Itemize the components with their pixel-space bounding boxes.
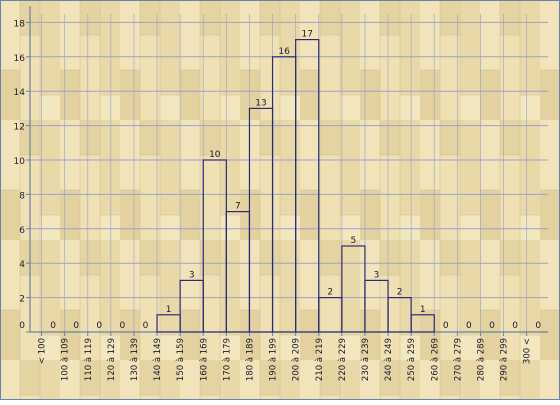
x-tick-label: 260 à 269 [430,338,440,381]
x-tick-label: 110 à 119 [84,338,94,381]
x-tick-label: 230 à 239 [361,338,371,381]
y-tick-label: 18 [14,19,26,29]
data-label: 16 [278,47,290,57]
x-tick-label: 140 à 149 [153,338,163,381]
data-label: 1 [166,305,172,315]
data-label: 0 [96,321,102,331]
x-tick-label: 300 < [523,338,533,364]
data-label: 0 [50,321,56,331]
data-label: 5 [351,236,357,246]
bars [156,38,435,333]
x-tick-label: 120 à 129 [107,338,117,381]
data-label: 17 [301,30,312,40]
data-label: 1 [420,305,426,315]
bar [295,38,320,333]
x-tick-label: < 100 [38,338,48,364]
x-tick-labels: < 100 100 à 109 110 à 119 120 à 129 130 à 13… [38,338,533,381]
y-tick-label: 10 [14,157,26,167]
data-label: 10 [209,150,221,160]
x-tick-label: 240 à 249 [384,338,394,381]
y-tick-label: 8 [19,191,25,201]
data-label: 0 [143,321,149,331]
x-tick-label: 290 à 299 [500,338,510,381]
y-tick-labels: 0 2 4 6 8 10 12 14 16 18 [14,19,26,331]
x-tick-label: 250 à 259 [407,338,417,381]
y-tick-label: 16 [14,54,26,64]
x-tick-label: 280 à 289 [476,338,486,381]
y-tick-label: 0 [19,321,25,331]
x-tick-label: 200 à 209 [292,338,302,381]
x-tick-label: 190 à 199 [269,338,279,381]
data-label: 0 [73,321,79,331]
data-label: 0 [466,321,472,331]
data-label: 0 [120,321,126,331]
data-label: 7 [235,202,241,212]
y-tick-label: 14 [14,88,26,98]
x-tick-label: 100 à 109 [61,338,71,381]
data-label: 13 [255,98,266,108]
x-tick-label: 160 à 169 [199,338,209,381]
data-label: 0 [443,321,449,331]
y-tick-label: 2 [19,295,25,305]
x-tick-label: 220 à 229 [338,338,348,381]
data-label: 2 [327,288,333,298]
x-tick-label: 270 à 279 [453,338,463,381]
x-tick-label: 130 à 139 [130,338,140,381]
y-tick-label: 4 [19,260,25,270]
x-tick-label: 150 à 159 [176,338,186,381]
y-tick-label: 6 [19,226,25,236]
y-tick-label: 12 [14,123,25,133]
x-tick-label: 180 à 189 [245,338,255,381]
x-tick-label: 210 à 219 [315,338,325,381]
x-tick-label: 170 à 179 [222,338,232,381]
data-label: 2 [397,288,403,298]
data-label: 3 [189,270,195,280]
data-label: 0 [512,321,518,331]
data-label: 0 [489,321,495,331]
data-label: 3 [374,270,380,280]
bar [410,314,435,333]
data-label: 0 [535,321,541,331]
